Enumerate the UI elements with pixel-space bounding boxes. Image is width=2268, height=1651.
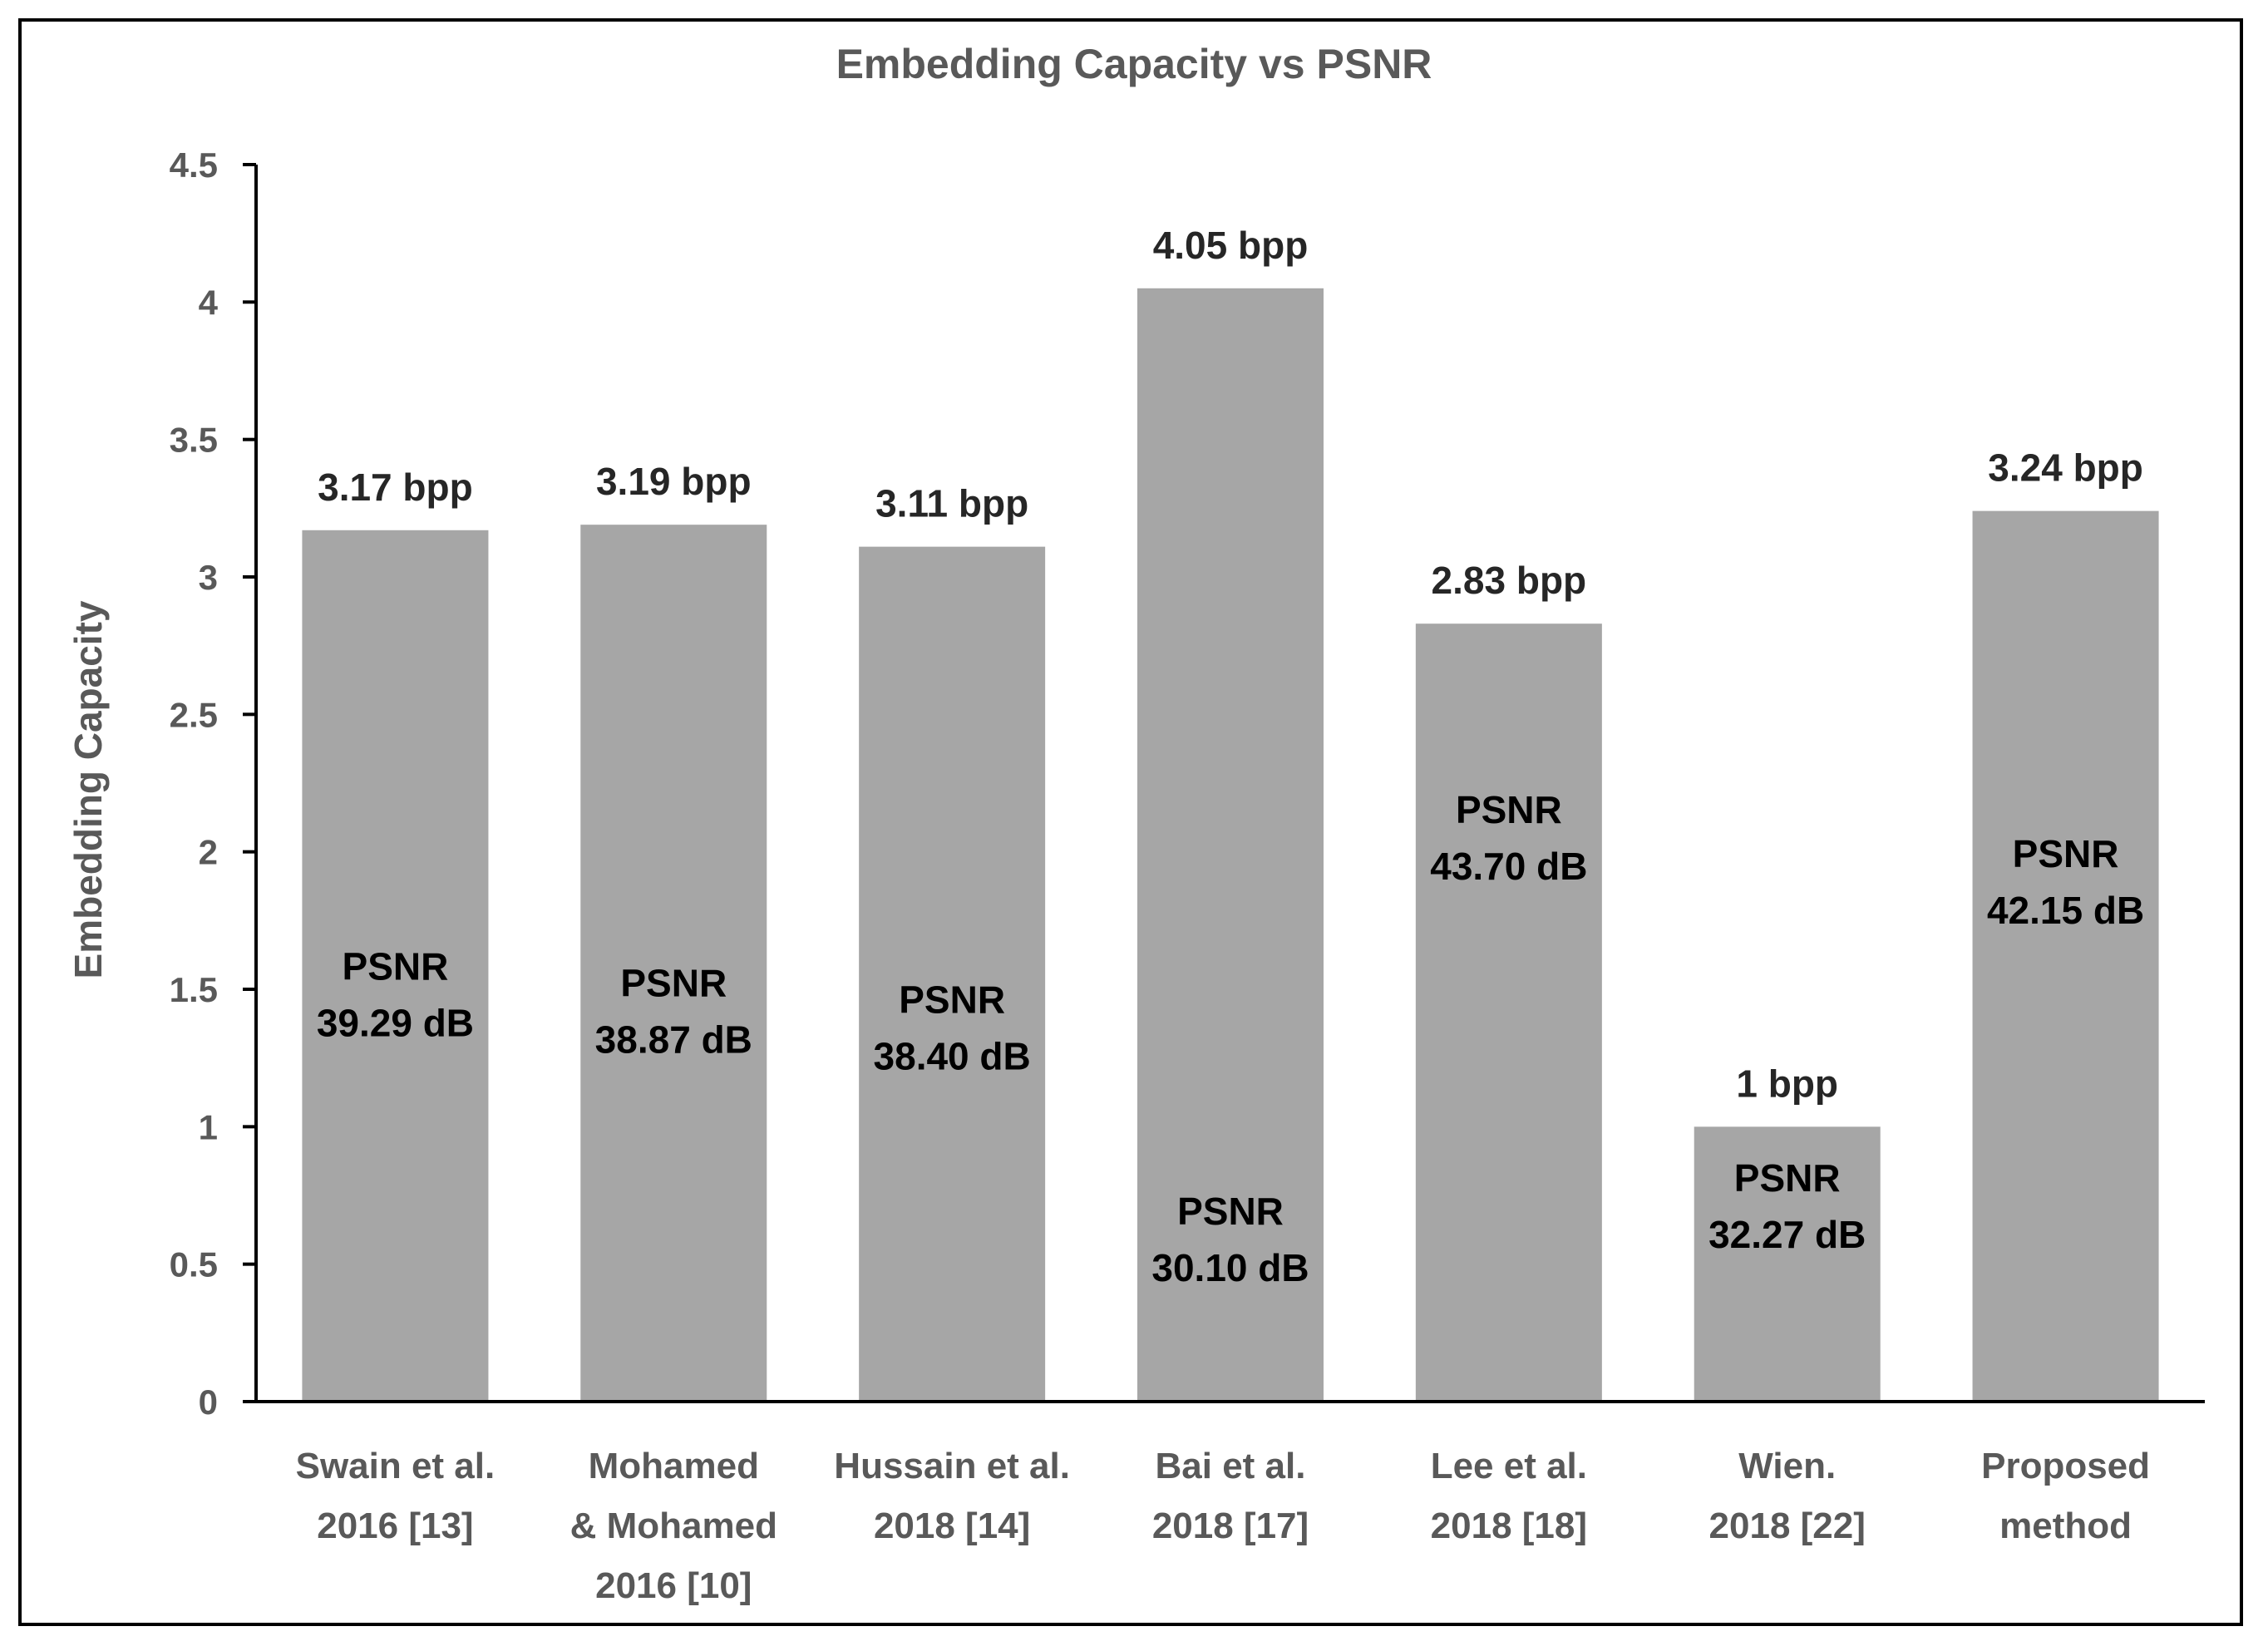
psnr-label: 38.87 dB bbox=[595, 1018, 752, 1061]
y-tick-label: 0.5 bbox=[170, 1245, 218, 1284]
x-category-label: Swain et al. bbox=[296, 1446, 496, 1486]
data-labels: 3.17 bpp PSNR 39.29 dB 3.19 bpp PSNR 38.87 dB… bbox=[317, 224, 2144, 1289]
psnr-label: PSNR bbox=[899, 978, 1005, 1021]
bar-value-label: 4.05 bpp bbox=[1153, 224, 1309, 267]
psnr-label: 30.10 dB bbox=[1151, 1246, 1309, 1289]
x-axis: Swain et al. 2016 [13] Mohamed & Mohamed 201… bbox=[243, 1400, 2205, 1606]
psnr-label: 39.29 dB bbox=[317, 1002, 474, 1045]
y-tick-label: 3.5 bbox=[170, 421, 218, 460]
x-category-label: 2016 [10] bbox=[595, 1565, 752, 1606]
bars bbox=[302, 288, 2159, 1402]
psnr-label: PSNR bbox=[1734, 1156, 1841, 1200]
y-tick-label: 0 bbox=[199, 1382, 218, 1422]
x-category-label: & Mohamed bbox=[570, 1506, 777, 1546]
y-tick-label: 3 bbox=[199, 558, 218, 597]
y-tick-label: 2 bbox=[199, 833, 218, 872]
y-tick-label: 2.5 bbox=[170, 695, 218, 734]
x-category-label: Proposed bbox=[1981, 1446, 2150, 1486]
bar bbox=[1972, 510, 2159, 1402]
y-tick-label: 1.5 bbox=[170, 970, 218, 1009]
bar bbox=[580, 525, 767, 1402]
y-tick-label: 4 bbox=[199, 283, 219, 322]
bar-value-label: 2.83 bpp bbox=[1432, 559, 1587, 602]
psnr-label: PSNR bbox=[343, 945, 449, 988]
chart-title: Embedding Capacity vs PSNR bbox=[836, 41, 1432, 87]
bar bbox=[1137, 288, 1324, 1402]
psnr-label: 38.40 dB bbox=[874, 1034, 1031, 1077]
y-axis: 0 0.5 1 1.5 2 2.5 3 3.5 4 4.5 bbox=[170, 145, 258, 1422]
x-category-label: 2016 [13] bbox=[317, 1506, 473, 1546]
x-category-label: Wien. bbox=[1738, 1446, 1836, 1486]
psnr-label: 43.70 dB bbox=[1430, 845, 1587, 888]
psnr-label: PSNR bbox=[620, 961, 727, 1004]
x-category-label: 2018 [22] bbox=[1709, 1506, 1866, 1546]
x-category-label: Lee et al. bbox=[1431, 1446, 1587, 1486]
bar bbox=[859, 546, 1046, 1402]
y-tick-label: 1 bbox=[199, 1107, 218, 1146]
x-category-label: Mohamed bbox=[589, 1446, 759, 1486]
psnr-label: 42.15 dB bbox=[1987, 889, 2144, 932]
x-category-label: method bbox=[1999, 1506, 2132, 1546]
psnr-label: PSNR bbox=[2013, 832, 2119, 875]
x-category-label: 2018 [14] bbox=[874, 1506, 1030, 1546]
psnr-label: PSNR bbox=[1177, 1190, 1284, 1233]
x-category-label: Hussain et al. bbox=[834, 1446, 1070, 1486]
bar-value-label: 3.24 bpp bbox=[1988, 446, 2143, 490]
bar-value-label: 3.17 bpp bbox=[318, 466, 473, 509]
x-category-label: 2018 [17] bbox=[1152, 1506, 1309, 1546]
y-tick-label: 4.5 bbox=[170, 145, 218, 185]
bar bbox=[1415, 623, 1602, 1402]
bar-value-label: 1 bpp bbox=[1736, 1062, 1838, 1105]
bar-value-label: 3.11 bpp bbox=[875, 482, 1028, 525]
x-category-label: 2018 [18] bbox=[1431, 1506, 1587, 1546]
psnr-label: 32.27 dB bbox=[1708, 1213, 1866, 1256]
y-axis-label: Embedding Capacity bbox=[67, 600, 110, 978]
x-category-label: Bai et al. bbox=[1156, 1446, 1306, 1486]
bar bbox=[1694, 1126, 1881, 1402]
psnr-label: PSNR bbox=[1456, 788, 1562, 831]
bar-value-label: 3.19 bpp bbox=[596, 460, 752, 503]
bar bbox=[302, 530, 489, 1402]
